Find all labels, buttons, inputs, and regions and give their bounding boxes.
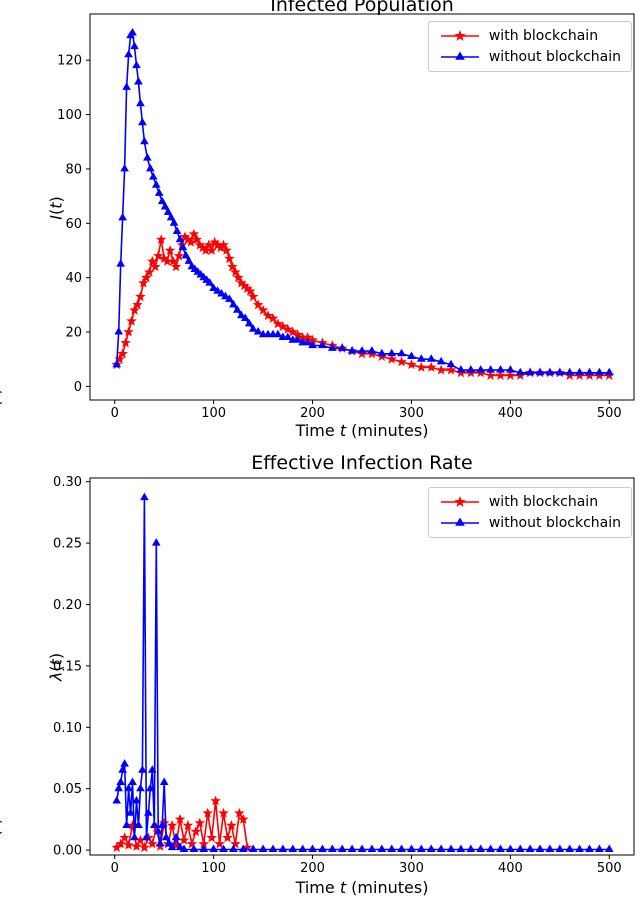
legend-label: with blockchain — [488, 28, 599, 44]
chart1-legend: with blockchain without blockchain — [427, 21, 632, 72]
chart1-ylabel: I(t) — [46, 196, 66, 220]
y-tick-label: 0.20 — [53, 598, 82, 613]
x-tick-label: 300 — [399, 861, 424, 876]
chart1-title: Infected Population — [270, 0, 454, 16]
y-tick-label: 100 — [57, 108, 82, 123]
chart2-legend: with blockchain without blockchain — [427, 487, 632, 538]
y-tick-label: 0 — [74, 380, 82, 395]
axes-frame-1 — [89, 477, 635, 856]
series-markers-with-blockchain — [111, 228, 615, 380]
legend-label: without blockchain — [488, 49, 621, 65]
y-tick-label: 80 — [65, 162, 82, 177]
x-tick-label: 200 — [300, 406, 325, 421]
y-tick-label: 0.00 — [53, 844, 82, 859]
y-tick-label: 0.25 — [53, 537, 82, 552]
x-tick-label: 0 — [111, 861, 119, 876]
y-tick-label: 20 — [65, 326, 82, 341]
y-tick-label: 60 — [65, 217, 82, 232]
series-line-without-blockchain — [115, 30, 610, 374]
legend-entry-with-blockchain: with blockchain — [439, 28, 621, 44]
series-markers-without-blockchain — [112, 28, 614, 376]
y-tick-label: 120 — [57, 54, 82, 69]
chart1-xlabel: Time t (minutes) — [295, 421, 429, 440]
clipped-ylabel-fragment-2: λ(t) — [0, 817, 4, 847]
y-tick-label: 0.15 — [53, 659, 82, 674]
triangle-marker-icon — [440, 517, 479, 526]
x-tick-label: 100 — [201, 406, 226, 421]
x-tick-label: 400 — [498, 861, 523, 876]
chart2-ylabel: λ(t) — [46, 652, 66, 682]
legend-entry-with-blockchain: with blockchain — [439, 494, 621, 510]
y-tick-label: 0.30 — [53, 475, 82, 490]
series-markers-without-blockchain — [112, 492, 614, 852]
chart2-xlabel: Time t (minutes) — [295, 878, 429, 897]
axes-frame-0 — [89, 13, 635, 401]
triangle-marker-icon — [440, 51, 479, 60]
legend-label: with blockchain — [488, 494, 599, 510]
x-tick-label: 400 — [498, 406, 523, 421]
legend-label: without blockchain — [488, 515, 621, 531]
chart2-title: Effective Infection Rate — [251, 452, 473, 474]
legend-entry-without-blockchain: without blockchain — [439, 515, 621, 531]
star-marker-icon — [440, 30, 479, 41]
y-tick-label: 0.10 — [53, 721, 82, 736]
x-tick-label: 300 — [399, 406, 424, 421]
x-tick-label: 0 — [111, 406, 119, 421]
x-tick-label: 500 — [597, 861, 622, 876]
x-tick-label: 200 — [300, 861, 325, 876]
star-marker-icon — [440, 496, 479, 507]
clipped-ylabel-fragment-1: I(t) — [0, 388, 4, 412]
y-tick-label: 0.05 — [53, 782, 82, 797]
y-tick-label: 40 — [65, 271, 82, 286]
legend-entry-without-blockchain: without blockchain — [439, 49, 621, 65]
series-line-without-blockchain — [115, 497, 610, 851]
x-tick-label: 100 — [201, 861, 226, 876]
x-tick-label: 500 — [597, 406, 622, 421]
